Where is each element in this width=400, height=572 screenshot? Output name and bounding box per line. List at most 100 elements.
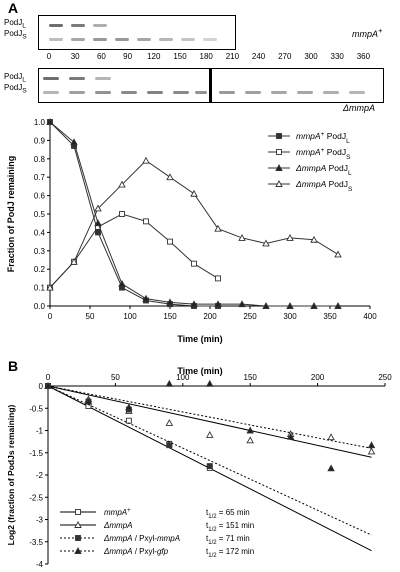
x-tick-label: 150 bbox=[244, 373, 258, 382]
blot-top-strain: mmpA+ bbox=[352, 26, 383, 39]
blot-time-labels: 0 30 60 90 120 150 180 210 240 270 300 330 360 bbox=[38, 52, 378, 64]
data-point bbox=[275, 180, 283, 187]
x-tick-label: 300 bbox=[283, 312, 297, 321]
panel-a-letter: A bbox=[8, 0, 19, 16]
x-tick-label: 50 bbox=[86, 312, 95, 321]
band bbox=[69, 91, 85, 94]
x-tick-label: 50 bbox=[111, 373, 120, 382]
y-tick-label: 0.7 bbox=[34, 173, 46, 182]
y-tick-label: 0.1 bbox=[34, 284, 46, 293]
y-axis-label: Fraction of PodJ remaining bbox=[6, 156, 16, 273]
data-point bbox=[215, 275, 221, 282]
x-tick-label: 400 bbox=[363, 312, 377, 321]
x-tick-label: 250 bbox=[243, 312, 257, 321]
data-point bbox=[46, 283, 54, 291]
band bbox=[43, 77, 59, 80]
data-point bbox=[119, 211, 125, 217]
data-point bbox=[275, 164, 283, 171]
legend-label: mmpA+ PodJL bbox=[296, 131, 350, 145]
blot-bottom bbox=[38, 68, 384, 103]
legend-label: ΔmmpA PodJL bbox=[295, 163, 352, 177]
y-tick-label: 1.0 bbox=[34, 118, 46, 127]
band bbox=[69, 77, 85, 80]
blot-bottom-strain: ΔmmpA bbox=[343, 103, 376, 113]
time-label: 210 bbox=[225, 52, 240, 61]
fit-line bbox=[47, 385, 372, 449]
data-point bbox=[367, 447, 376, 455]
band bbox=[93, 38, 107, 41]
time-label: 240 bbox=[251, 52, 266, 61]
band bbox=[93, 24, 107, 27]
data-point bbox=[262, 239, 270, 247]
data-point bbox=[118, 279, 126, 287]
band bbox=[43, 91, 59, 94]
band bbox=[203, 38, 217, 41]
chart-a: 0.0 0.1 0.2 0.3 0.4 0.5 0.6 0.7 0.8 0.9 1.0 0 50 100 1… bbox=[6, 118, 377, 344]
band bbox=[323, 91, 339, 94]
data-point bbox=[165, 418, 174, 426]
data-point bbox=[190, 189, 198, 197]
data-point bbox=[327, 433, 335, 441]
band bbox=[219, 91, 235, 94]
band bbox=[245, 91, 261, 94]
data-point bbox=[276, 149, 282, 155]
y-tick-label: 0.9 bbox=[34, 136, 46, 145]
data-point bbox=[118, 180, 126, 188]
y-tick-label: 0.8 bbox=[34, 155, 46, 164]
data-point bbox=[327, 464, 335, 472]
x-tick-label: 100 bbox=[176, 373, 190, 382]
time-label: 300 bbox=[304, 52, 318, 61]
band bbox=[297, 91, 313, 94]
x-tick-label: 0 bbox=[48, 312, 53, 321]
x-tick-label: 150 bbox=[163, 312, 177, 321]
x-axis-label: Time (min) bbox=[177, 366, 222, 376]
data-point bbox=[334, 302, 342, 309]
data-point bbox=[206, 431, 214, 438]
y-tick-label: 0.4 bbox=[34, 228, 46, 237]
data-point bbox=[74, 547, 82, 554]
series-line bbox=[49, 213, 219, 288]
band bbox=[95, 77, 111, 80]
data-point bbox=[167, 238, 173, 245]
band bbox=[49, 38, 63, 41]
y-tick-label: 0.6 bbox=[34, 192, 46, 201]
data-point bbox=[286, 432, 295, 440]
data-point bbox=[246, 436, 254, 444]
blot-top-label-s: PodJS bbox=[4, 29, 27, 41]
y-tick-label: 0.0 bbox=[34, 302, 46, 311]
series-line bbox=[49, 159, 339, 288]
legend-label: ΔmmpA PodJS bbox=[295, 179, 353, 193]
data-point bbox=[310, 302, 318, 309]
data-point bbox=[276, 133, 282, 139]
x-tick-label: 200 bbox=[311, 373, 325, 382]
data-point bbox=[125, 417, 132, 424]
data-point bbox=[191, 260, 197, 267]
y-tick-label: -0.5 bbox=[29, 404, 43, 413]
data-point bbox=[246, 426, 254, 434]
data-point bbox=[206, 379, 214, 387]
data-point bbox=[166, 173, 174, 181]
legend-label: ΔmmpA bbox=[103, 521, 132, 530]
band bbox=[95, 91, 111, 94]
data-point bbox=[142, 156, 150, 164]
band bbox=[115, 38, 129, 41]
y-tick-label: -3.5 bbox=[29, 538, 43, 547]
time-label: 270 bbox=[278, 52, 292, 61]
band bbox=[71, 24, 85, 27]
y-tick-label: -1 bbox=[36, 427, 44, 436]
band bbox=[181, 38, 195, 41]
data-point bbox=[262, 302, 270, 309]
data-point bbox=[84, 397, 93, 405]
time-label: 0 bbox=[46, 52, 52, 61]
data-point bbox=[166, 442, 173, 449]
blot-divider bbox=[209, 68, 212, 103]
data-point bbox=[238, 300, 246, 308]
half-life-label: t1/2 = 65 min bbox=[206, 508, 250, 520]
data-point bbox=[70, 138, 78, 146]
data-point bbox=[94, 219, 102, 227]
y-tick-label: -2 bbox=[36, 471, 44, 480]
half-life-label: t1/2 = 151 min bbox=[206, 521, 254, 533]
x-tick-label: 350 bbox=[323, 312, 337, 321]
data-point bbox=[334, 250, 342, 258]
y-tick-label: -3 bbox=[36, 516, 44, 525]
